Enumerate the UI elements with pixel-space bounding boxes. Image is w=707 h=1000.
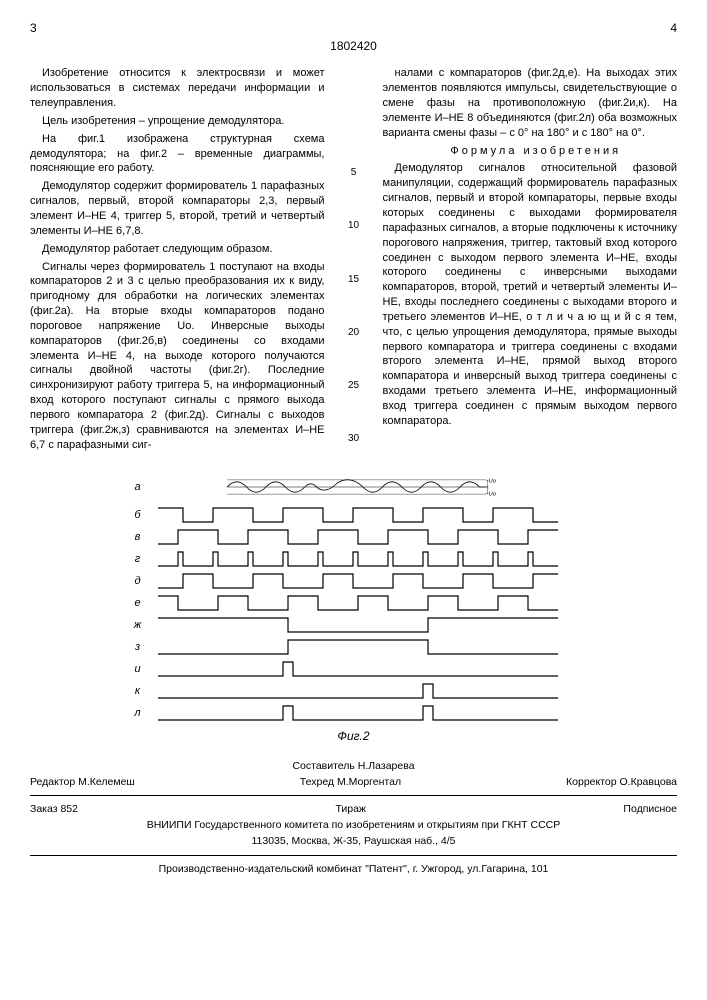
line-num: 25	[345, 379, 363, 393]
wave-label: з	[129, 640, 147, 655]
wave-digital	[147, 548, 579, 570]
wave-label: в	[129, 530, 147, 545]
para: Демодулятор сигналов относительной фазов…	[383, 161, 678, 428]
line-num: 5	[345, 166, 363, 180]
para: Сигналы через формирователь 1 поступают …	[30, 260, 325, 453]
wave-label: д	[129, 574, 147, 589]
wave-row-a: а Uо Uо	[129, 470, 579, 504]
wave-analog: Uо Uо	[147, 476, 579, 498]
para: Демодулятор содержит формирователь 1 пар…	[30, 179, 325, 238]
footer-address: 113035, Москва, Ж-35, Раушская наб., 4/5	[30, 834, 677, 848]
column-right: налами с компараторов (фиг.2д,е). На вых…	[383, 66, 678, 455]
para: налами с компараторов (фиг.2д,е). На вых…	[383, 66, 678, 140]
footer-order: Заказ 852	[30, 802, 78, 816]
para: Изобретение относится к электросвязи и м…	[30, 66, 325, 111]
footer-compiler: Составитель Н.Лазарева	[30, 759, 677, 773]
wave-row: л	[129, 702, 579, 724]
column-left: Изобретение относится к электросвязи и м…	[30, 66, 325, 455]
wave-digital	[147, 570, 579, 592]
wave-digital	[147, 680, 579, 702]
para: Цель изобретения – упрощение демодулятор…	[30, 114, 325, 129]
footer-subscription: Подписное	[623, 802, 677, 816]
footer: Составитель Н.Лазарева Редактор М.Келеме…	[30, 759, 677, 876]
footer-editor: Редактор М.Келемеш	[30, 775, 135, 789]
wave-row: в	[129, 526, 579, 548]
page-numbers: 3 4	[30, 20, 677, 36]
wave-label: ж	[129, 618, 147, 633]
footer-printer: Производственно-издательский комбинат "П…	[30, 862, 677, 876]
line-num: 30	[345, 432, 363, 446]
formula-title: Формула изобретения	[383, 144, 678, 159]
wave-digital	[147, 702, 579, 724]
wave-label: к	[129, 684, 147, 699]
wave-label: г	[129, 552, 147, 567]
footer-tirage: Тираж	[335, 802, 366, 816]
wave-row: д	[129, 570, 579, 592]
timing-diagram: а Uо Uо бвгдежзикл Фиг.2	[129, 470, 579, 744]
wave-label: б	[129, 508, 147, 523]
footer-corrector: Корректор О.Кравцова	[566, 775, 677, 789]
wave-row: и	[129, 658, 579, 680]
line-num: 10	[345, 219, 363, 233]
document-number: 1802420	[30, 38, 677, 54]
wave-row: з	[129, 636, 579, 658]
u-label-bot: Uо	[488, 492, 496, 498]
para: Демодулятор работает следующим образом.	[30, 242, 325, 257]
text-columns: Изобретение относится к электросвязи и м…	[30, 66, 677, 455]
wave-digital	[147, 504, 579, 526]
footer-org: ВНИИПИ Государственного комитета по изоб…	[30, 818, 677, 832]
wave-row: е	[129, 592, 579, 614]
wave-digital	[147, 526, 579, 548]
wave-label: е	[129, 596, 147, 611]
wave-digital	[147, 614, 579, 636]
line-num: 20	[345, 326, 363, 340]
page-left: 3	[30, 20, 37, 36]
u-label-top: Uо	[488, 479, 496, 485]
wave-digital	[147, 658, 579, 680]
footer-techred: Техред М.Моргентал	[300, 775, 401, 789]
figure-caption: Фиг.2	[129, 728, 579, 744]
wave-label: и	[129, 662, 147, 677]
wave-row: г	[129, 548, 579, 570]
wave-row: ж	[129, 614, 579, 636]
wave-digital	[147, 636, 579, 658]
wave-label: а	[129, 480, 147, 495]
para: На фиг.1 изображена структурная схема де…	[30, 132, 325, 177]
line-num: 15	[345, 273, 363, 287]
wave-row: к	[129, 680, 579, 702]
wave-label: л	[129, 706, 147, 721]
wave-digital	[147, 592, 579, 614]
line-number-gutter: 5 10 15 20 25 30	[345, 66, 363, 455]
page-right: 4	[670, 20, 677, 36]
wave-row: б	[129, 504, 579, 526]
